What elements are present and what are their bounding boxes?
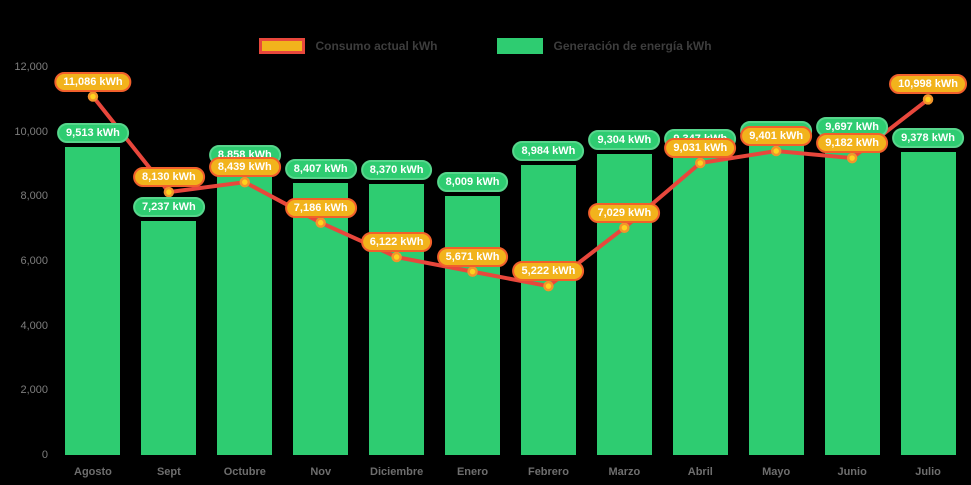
consumo-value-badge: 11,086 kWh: [54, 71, 132, 92]
generacion-legend-label: Generación de energía kWh: [553, 39, 712, 53]
consumo-point-marker: [770, 145, 782, 157]
consumo-value-badge: 7,186 kWh: [284, 197, 357, 218]
x-axis-month-label: Nov: [310, 466, 332, 478]
x-axis-month-label: Enero: [456, 466, 489, 478]
generacion-value-badge: 9,304 kWh: [588, 130, 661, 151]
x-axis-month-label: Junio: [837, 466, 867, 478]
consumo-value-badge: 8,130 kWh: [132, 167, 205, 188]
generacion-value-badge: 7,237 kWh: [132, 197, 205, 217]
consumo-legend-label: Consumo actual kWh: [315, 39, 438, 53]
generacion-bar: [293, 183, 349, 455]
consumo-point-marker: [87, 91, 99, 102]
generacion-bar: [445, 196, 501, 455]
generacion-value-badge: 8,370 kWh: [360, 160, 433, 181]
generacion-value-badge: 8,984 kWh: [512, 140, 585, 161]
x-axis-month-label: Abril: [687, 466, 713, 478]
y-axis-tick-label: 2,000: [20, 384, 48, 397]
consumo-value-badge: 6,122 kWh: [360, 232, 433, 253]
x-axis-month-label: Julio: [915, 466, 941, 478]
consumo-point-marker: [543, 280, 554, 292]
consumo-value-badge: 10,998 kWh: [889, 74, 967, 95]
x-axis-month-label: Mayo: [762, 466, 791, 478]
x-axis-month-label: Octubre: [223, 466, 266, 478]
consumo-point-marker: [922, 94, 934, 105]
consumo-value-badge: 9,182 kWh: [816, 133, 889, 154]
consumo-value-badge: 8,439 kWh: [208, 157, 281, 178]
generacion-bar: [217, 168, 273, 455]
y-axis-tick-label: 4,000: [20, 319, 48, 332]
x-axis-month-label: Diciembre: [370, 466, 424, 478]
y-axis-tick-label: 0: [41, 449, 48, 461]
consumo-point-marker: [467, 266, 478, 277]
generacion-bar: [65, 147, 121, 455]
consumo-point-marker: [846, 152, 858, 164]
generacion-bar: [141, 221, 197, 455]
x-axis-month-label: Agosto: [74, 466, 112, 478]
legend-item-consumo[interactable]: Consumo actual kWh: [259, 38, 437, 54]
consumo-point-marker: [391, 251, 402, 263]
generacion-value-badge: 9,513 kWh: [57, 123, 129, 144]
y-axis-tick-label: 10,000: [14, 125, 48, 138]
consumo-value-badge: 9,031 kWh: [664, 137, 737, 158]
x-axis-month-label: Sept: [156, 466, 181, 478]
consumo-value-badge: 7,029 kWh: [588, 202, 661, 223]
generacion-value-badge: 8,407 kWh: [284, 159, 357, 180]
consumo-value-badge: 9,401 kWh: [740, 126, 813, 147]
generacion-legend-swatch: [497, 38, 544, 54]
consumo-point-marker: [619, 222, 630, 233]
generacion-bar: [824, 141, 880, 455]
y-axis-tick-label: 12,000: [14, 61, 48, 73]
x-axis-month-label: Marzo: [608, 466, 641, 478]
consumo-value-badge: 5,671 kWh: [436, 246, 509, 267]
generacion-bar: [520, 164, 576, 455]
generacion-bar: [900, 151, 956, 455]
consumo-line-path: [91, 95, 930, 289]
consumo-legend-swatch: [259, 38, 306, 54]
legend: Consumo actual kWh Generación de energía…: [0, 38, 971, 54]
generacion-bar: [748, 145, 804, 455]
x-axis-month-label: Febrero: [527, 466, 569, 478]
consumo-point-marker: [315, 217, 326, 228]
consumo-point-marker: [239, 176, 251, 188]
generacion-value-badge: 8,009 kWh: [436, 172, 509, 193]
y-axis-tick-label: 6,000: [20, 255, 48, 267]
consumo-point-marker: [163, 186, 175, 198]
y-axis-tick-label: 8,000: [20, 190, 48, 203]
legend-item-generacion[interactable]: Generación de energía kWh: [497, 38, 712, 54]
generacion-bar: [672, 152, 728, 455]
generacion-value-badge: 9,378 kWh: [892, 127, 964, 148]
consumo-value-badge: 5,222 kWh: [512, 261, 585, 282]
consumo-point-marker: [695, 157, 706, 169]
generacion-bar: [369, 184, 425, 455]
